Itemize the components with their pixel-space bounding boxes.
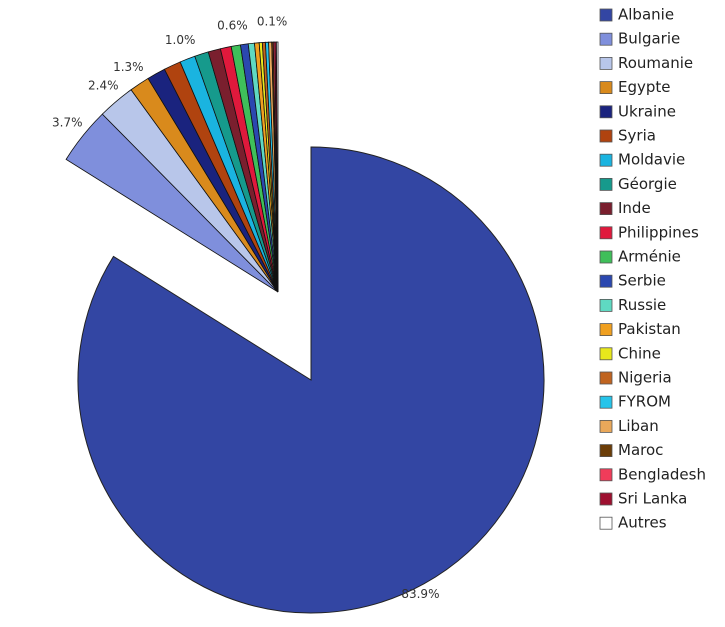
legend-label: Egypte — [618, 78, 671, 96]
legend-label: Syria — [618, 127, 656, 145]
legend-label: Russie — [618, 296, 666, 314]
legend-swatch — [599, 8, 613, 22]
legend-label: Bengladesh — [618, 465, 706, 483]
legend-label: Roumanie — [618, 54, 693, 72]
legend-swatch — [599, 274, 613, 288]
legend-label: Sri Lanka — [618, 490, 687, 508]
legend-label: FYROM — [618, 393, 671, 411]
legend-swatch — [599, 32, 613, 46]
legend-swatch — [599, 153, 613, 167]
data-label: 2.4% — [88, 79, 119, 93]
legend-swatch — [599, 226, 613, 240]
data-label: 0.1% — [257, 15, 288, 29]
legend-label: Serbie — [618, 272, 666, 290]
legend-swatch — [599, 105, 613, 119]
pie-slice — [77, 146, 545, 614]
legend-label: Pakistan — [618, 320, 681, 338]
data-label: 0.6% — [217, 18, 248, 32]
pie-slice — [276, 41, 279, 293]
legend-swatch — [599, 202, 613, 216]
legend-swatch — [599, 395, 613, 409]
legend-swatch — [599, 419, 613, 433]
data-label: 1.0% — [165, 33, 196, 47]
legend-label: Maroc — [618, 441, 663, 459]
legend-label: Nigeria — [618, 369, 672, 387]
legend-swatch — [599, 323, 613, 337]
legend-label: Inde — [618, 199, 651, 217]
legend-label: Autres — [618, 514, 667, 532]
legend-swatch — [599, 129, 613, 143]
legend-swatch — [599, 298, 613, 312]
legend-label: Géorgie — [618, 175, 677, 193]
legend-swatch — [599, 371, 613, 385]
legend-label: Albanie — [618, 6, 674, 24]
legend-swatch — [599, 516, 613, 530]
legend-label: Moldavie — [618, 151, 685, 169]
data-label: 1.3% — [113, 60, 144, 74]
legend-label: Chine — [618, 344, 661, 362]
legend-label: Bulgarie — [618, 30, 680, 48]
legend-swatch — [599, 81, 613, 94]
legend-label: Liban — [618, 417, 659, 435]
legend-swatch — [599, 468, 613, 482]
data-label: 83.9% — [401, 587, 439, 601]
legend-swatch — [599, 57, 613, 70]
legend-swatch — [599, 444, 613, 458]
data-label: 3.7% — [52, 116, 83, 130]
legend-label: Arménie — [618, 248, 681, 266]
legend-swatch — [599, 492, 613, 506]
legend-swatch — [599, 177, 613, 191]
legend-label: Ukraine — [618, 102, 676, 120]
legend-swatch — [599, 347, 613, 361]
legend-swatch — [599, 250, 613, 264]
legend-label: Philippines — [618, 223, 699, 241]
